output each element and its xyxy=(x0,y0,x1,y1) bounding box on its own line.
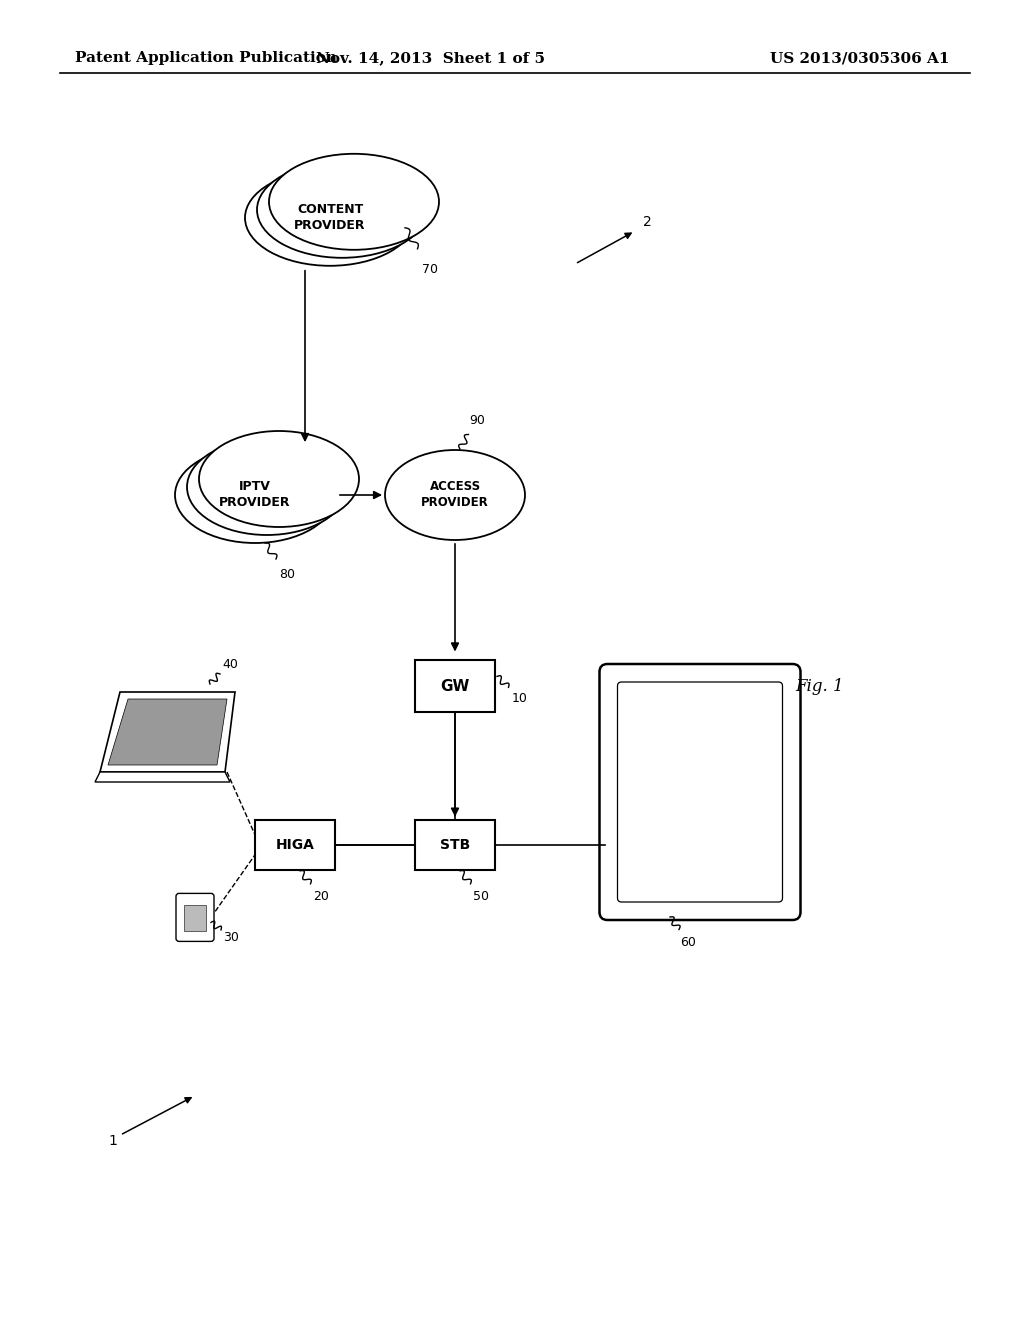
Text: 90: 90 xyxy=(469,413,485,426)
Text: GW: GW xyxy=(440,678,470,694)
FancyBboxPatch shape xyxy=(176,894,214,941)
Ellipse shape xyxy=(245,170,415,265)
Text: ACCESS
PROVIDER: ACCESS PROVIDER xyxy=(421,480,488,510)
Text: 30: 30 xyxy=(223,931,239,944)
Text: 40: 40 xyxy=(222,657,238,671)
Polygon shape xyxy=(108,700,227,766)
Text: US 2013/0305306 A1: US 2013/0305306 A1 xyxy=(770,51,949,65)
Ellipse shape xyxy=(175,447,335,543)
Ellipse shape xyxy=(257,162,427,257)
FancyBboxPatch shape xyxy=(599,664,801,920)
Bar xyxy=(255,820,335,870)
Text: Patent Application Publication: Patent Application Publication xyxy=(75,51,337,65)
Ellipse shape xyxy=(269,154,439,249)
Text: IPTV
PROVIDER: IPTV PROVIDER xyxy=(219,480,291,510)
Text: CONTENT
PROVIDER: CONTENT PROVIDER xyxy=(294,203,366,232)
Text: 2: 2 xyxy=(643,215,651,228)
FancyBboxPatch shape xyxy=(617,682,782,902)
Ellipse shape xyxy=(199,432,359,527)
Text: STB: STB xyxy=(440,838,470,851)
Text: 60: 60 xyxy=(680,936,696,949)
Text: 70: 70 xyxy=(422,263,438,276)
Ellipse shape xyxy=(187,440,347,535)
Text: Fig. 1: Fig. 1 xyxy=(796,678,845,694)
Text: 50: 50 xyxy=(473,890,489,903)
Polygon shape xyxy=(100,692,234,772)
Polygon shape xyxy=(95,772,230,781)
Text: 20: 20 xyxy=(313,890,329,903)
Bar xyxy=(415,820,495,870)
Text: Nov. 14, 2013  Sheet 1 of 5: Nov. 14, 2013 Sheet 1 of 5 xyxy=(315,51,545,65)
Ellipse shape xyxy=(385,450,525,540)
Text: 1: 1 xyxy=(108,1134,117,1148)
Text: 80: 80 xyxy=(279,569,295,582)
FancyBboxPatch shape xyxy=(184,906,206,932)
Bar xyxy=(415,660,495,713)
Text: HIGA: HIGA xyxy=(275,838,314,851)
Text: 10: 10 xyxy=(512,692,528,705)
